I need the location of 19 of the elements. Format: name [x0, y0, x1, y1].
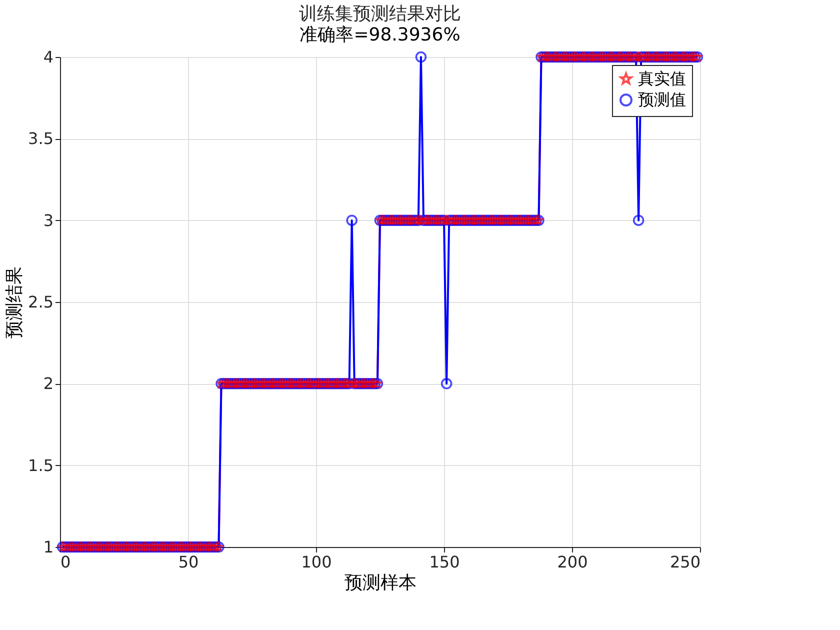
x-tick-label: 250: [670, 552, 700, 572]
chart-subtitle: 准确率=98.3936%: [300, 24, 460, 46]
y-tick-label: 4: [43, 48, 54, 66]
y-tick-label: 2: [43, 374, 54, 394]
y-tick-label: 3: [43, 210, 54, 230]
y-tick-label: 1.5: [28, 456, 54, 475]
x-axis-title: 预测样本: [344, 572, 416, 594]
y-tick-label: 2.5: [28, 292, 54, 312]
x-tick-label: 150: [429, 552, 460, 572]
y-axis-title: 预测结果: [4, 266, 26, 338]
y-tick-label: 3.5: [28, 129, 54, 148]
y-tick-label: 1: [43, 538, 54, 556]
x-tick-label: 50: [178, 552, 199, 572]
x-tick-label: 0: [60, 552, 71, 572]
x-tick-label: 200: [557, 552, 588, 572]
legend-label: 真实值: [638, 69, 686, 88]
chart-title: 训练集预测结果对比: [299, 4, 461, 25]
legend-label: 预测值: [638, 90, 686, 109]
x-tick-label: 100: [301, 552, 332, 572]
